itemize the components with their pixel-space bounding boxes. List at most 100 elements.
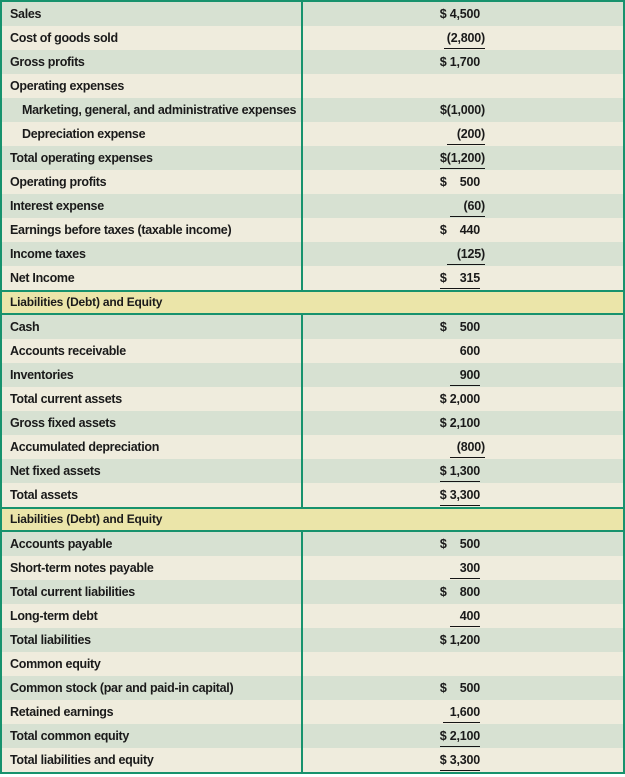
row-label: Total liabilities and equity	[2, 748, 303, 772]
row-value-text: (2,800)	[443, 29, 485, 49]
table-row: Cost of goods sold (2,800)	[2, 26, 623, 50]
row-value-text: (200)	[447, 125, 485, 145]
row-label: Retained earnings	[2, 700, 303, 724]
table-row: Total liabilities $ 1,200	[2, 628, 623, 652]
row-label: Income taxes	[2, 242, 303, 266]
table-row: Total assets $ 3,300	[2, 483, 623, 507]
row-value-text: $(1,000)	[440, 103, 485, 117]
row-value: $ 500	[303, 315, 623, 339]
row-value: 1,600	[303, 700, 623, 724]
row-value: $(1,000)	[303, 98, 623, 122]
row-value: $ 800	[303, 580, 623, 604]
row-label: Net Income	[2, 266, 303, 290]
table-row: Net Income $ 315	[2, 266, 623, 290]
table-row: Total common equity $ 2,100	[2, 724, 623, 748]
row-label: Accumulated depreciation	[2, 435, 303, 459]
row-value: 900	[303, 363, 623, 387]
row-label: Depreciation expense	[2, 122, 303, 146]
row-value-text: $ 440	[439, 223, 480, 237]
table-row: Accumulated depreciation (800)	[2, 435, 623, 459]
row-value: $ 315	[303, 266, 623, 290]
table-row: Common stock (par and paid-in capital) $ …	[2, 676, 623, 700]
row-label: Operating profits	[2, 170, 303, 194]
income-statement-section: Sales $ 4,500 Cost of goods sold (2,800) Gr…	[2, 2, 623, 290]
row-value-text: $ 2,000	[439, 392, 481, 406]
row-value: $ 1,300	[303, 459, 623, 483]
row-value: 600	[303, 339, 623, 363]
row-value-text: $ 3,300	[439, 751, 480, 771]
row-label: Total liabilities	[2, 628, 303, 652]
row-label: Net fixed assets	[2, 459, 303, 483]
table-row: Sales $ 4,500	[2, 2, 623, 26]
row-value-text: $ 315	[439, 269, 480, 289]
row-value: $ 2,100	[303, 411, 623, 435]
table-row: Operating profits $ 500	[2, 170, 623, 194]
row-label: Earnings before taxes (taxable income)	[2, 218, 303, 242]
table-row: Total current liabilities $ 800	[2, 580, 623, 604]
row-value: $ 440	[303, 218, 623, 242]
table-row: Retained earnings 1,600	[2, 700, 623, 724]
table-row: Accounts payable $ 500	[2, 532, 623, 556]
row-value: 300	[303, 556, 623, 580]
row-label: Long-term debt	[2, 604, 303, 628]
row-value: (60)	[303, 194, 623, 218]
section-header: Liabilities (Debt) and Equity	[2, 507, 623, 532]
table-row: Interest expense (60)	[2, 194, 623, 218]
row-value-text: $(1,200)	[440, 149, 485, 169]
row-value	[303, 652, 623, 676]
table-row: Total operating expenses $(1,200)	[2, 146, 623, 170]
liabilities-and-equity-section: Accounts payable $ 500 Short-term notes pa…	[2, 532, 623, 772]
row-value-text: $ 4,500	[439, 7, 481, 21]
row-value: (200)	[303, 122, 623, 146]
row-value: (2,800)	[303, 26, 623, 50]
row-value-text: (125)	[447, 245, 485, 265]
row-value-text: (60)	[450, 197, 485, 217]
row-value: $ 500	[303, 532, 623, 556]
table-row: Short-term notes payable 300	[2, 556, 623, 580]
row-value	[303, 74, 623, 98]
row-label: Total current liabilities	[2, 580, 303, 604]
assets-section: Cash $ 500 Accounts receivable 600 Inventori…	[2, 315, 623, 507]
table-row: Net fixed assets $ 1,300	[2, 459, 623, 483]
table-row: Total liabilities and equity $ 3,300	[2, 748, 623, 772]
section-header-label: Liabilities (Debt) and Equity	[10, 512, 163, 526]
row-value: $ 500	[303, 676, 623, 700]
row-value-text: $ 500	[439, 175, 480, 189]
row-value: (125)	[303, 242, 623, 266]
table-row: Cash $ 500	[2, 315, 623, 339]
row-label: Accounts receivable	[2, 339, 303, 363]
row-value: $(1,200)	[303, 146, 623, 170]
table-row: Marketing, general, and administrative e…	[2, 98, 623, 122]
row-label: Short-term notes payable	[2, 556, 303, 580]
row-label: Cash	[2, 315, 303, 339]
row-value: $ 1,200	[303, 628, 623, 652]
row-value: $ 3,300	[303, 483, 623, 507]
table-row: Inventories 900	[2, 363, 623, 387]
row-value-text: 400	[449, 607, 480, 627]
row-label: Interest expense	[2, 194, 303, 218]
table-row: Gross fixed assets $ 2,100	[2, 411, 623, 435]
row-value: $ 4,500	[303, 2, 623, 26]
row-label: Operating expenses	[2, 74, 303, 98]
table-row: Operating expenses	[2, 74, 623, 98]
row-value-text: $ 1,300	[439, 462, 480, 482]
row-value-text: $ 1,200	[439, 633, 481, 647]
table-row: Long-term debt 400	[2, 604, 623, 628]
row-value: $ 3,300	[303, 748, 623, 772]
row-label: Cost of goods sold	[2, 26, 303, 50]
table-row: Accounts receivable 600	[2, 339, 623, 363]
table-row: Earnings before taxes (taxable income) $ …	[2, 218, 623, 242]
row-label: Total assets	[2, 483, 303, 507]
row-value-text: $ 2,100	[439, 727, 480, 747]
table-row: Common equity	[2, 652, 623, 676]
row-value-text: $ 500	[439, 320, 480, 334]
row-value-text: 300	[449, 559, 480, 579]
row-value: $ 1,700	[303, 50, 623, 74]
section-header-label: Liabilities (Debt) and Equity	[10, 295, 163, 309]
row-value-text: $ 500	[439, 681, 480, 695]
table-row: Gross profits $ 1,700	[2, 50, 623, 74]
section-header: Liabilities (Debt) and Equity	[2, 290, 623, 315]
row-value-text: 1,600	[443, 703, 480, 723]
row-label: Accounts payable	[2, 532, 303, 556]
